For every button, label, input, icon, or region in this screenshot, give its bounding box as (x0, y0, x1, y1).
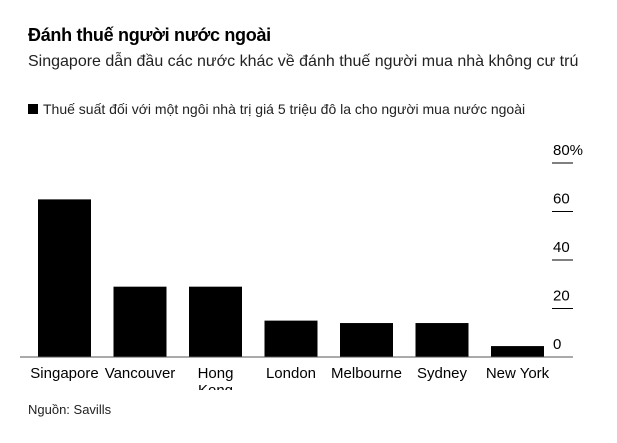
legend: Thuế suất đối với một ngôi nhà trị giá 5… (28, 101, 568, 118)
bar-melbourne (340, 323, 393, 357)
y-tick-label: 40 (553, 239, 570, 256)
bar-vancouver (113, 286, 167, 357)
x-tick-label: New York (486, 365, 550, 382)
bar-hong-kong (189, 286, 242, 357)
y-tick-label: 60 (553, 191, 570, 208)
label-clip-mask (180, 390, 260, 402)
legend-swatch (28, 104, 38, 114)
source-note: Nguồn: Savills (28, 402, 112, 417)
bar-new-york (491, 346, 544, 357)
bar-singapore (38, 199, 91, 357)
x-tick-label: Melbourne (331, 365, 402, 382)
chart-subtitle: Singapore dẫn đầu các nước khác về đánh … (28, 53, 579, 70)
x-tick-label: Singapore (30, 365, 98, 382)
x-tick-label: London (266, 365, 316, 382)
x-tick-label: Vancouver (105, 365, 176, 382)
x-tick-label: Sydney (417, 365, 468, 382)
y-tick-label: 20 (553, 288, 570, 305)
bar-london (264, 320, 318, 357)
bar-sydney (415, 323, 469, 357)
y-tick-label: 0 (553, 336, 561, 353)
y-tick-label: 80% (553, 142, 583, 159)
x-tick-label: Hong (198, 365, 234, 382)
legend-label: Thuế suất đối với một ngôi nhà trị giá 5… (43, 101, 526, 117)
chart-title: Đánh thuế người nước ngoài (28, 25, 271, 45)
